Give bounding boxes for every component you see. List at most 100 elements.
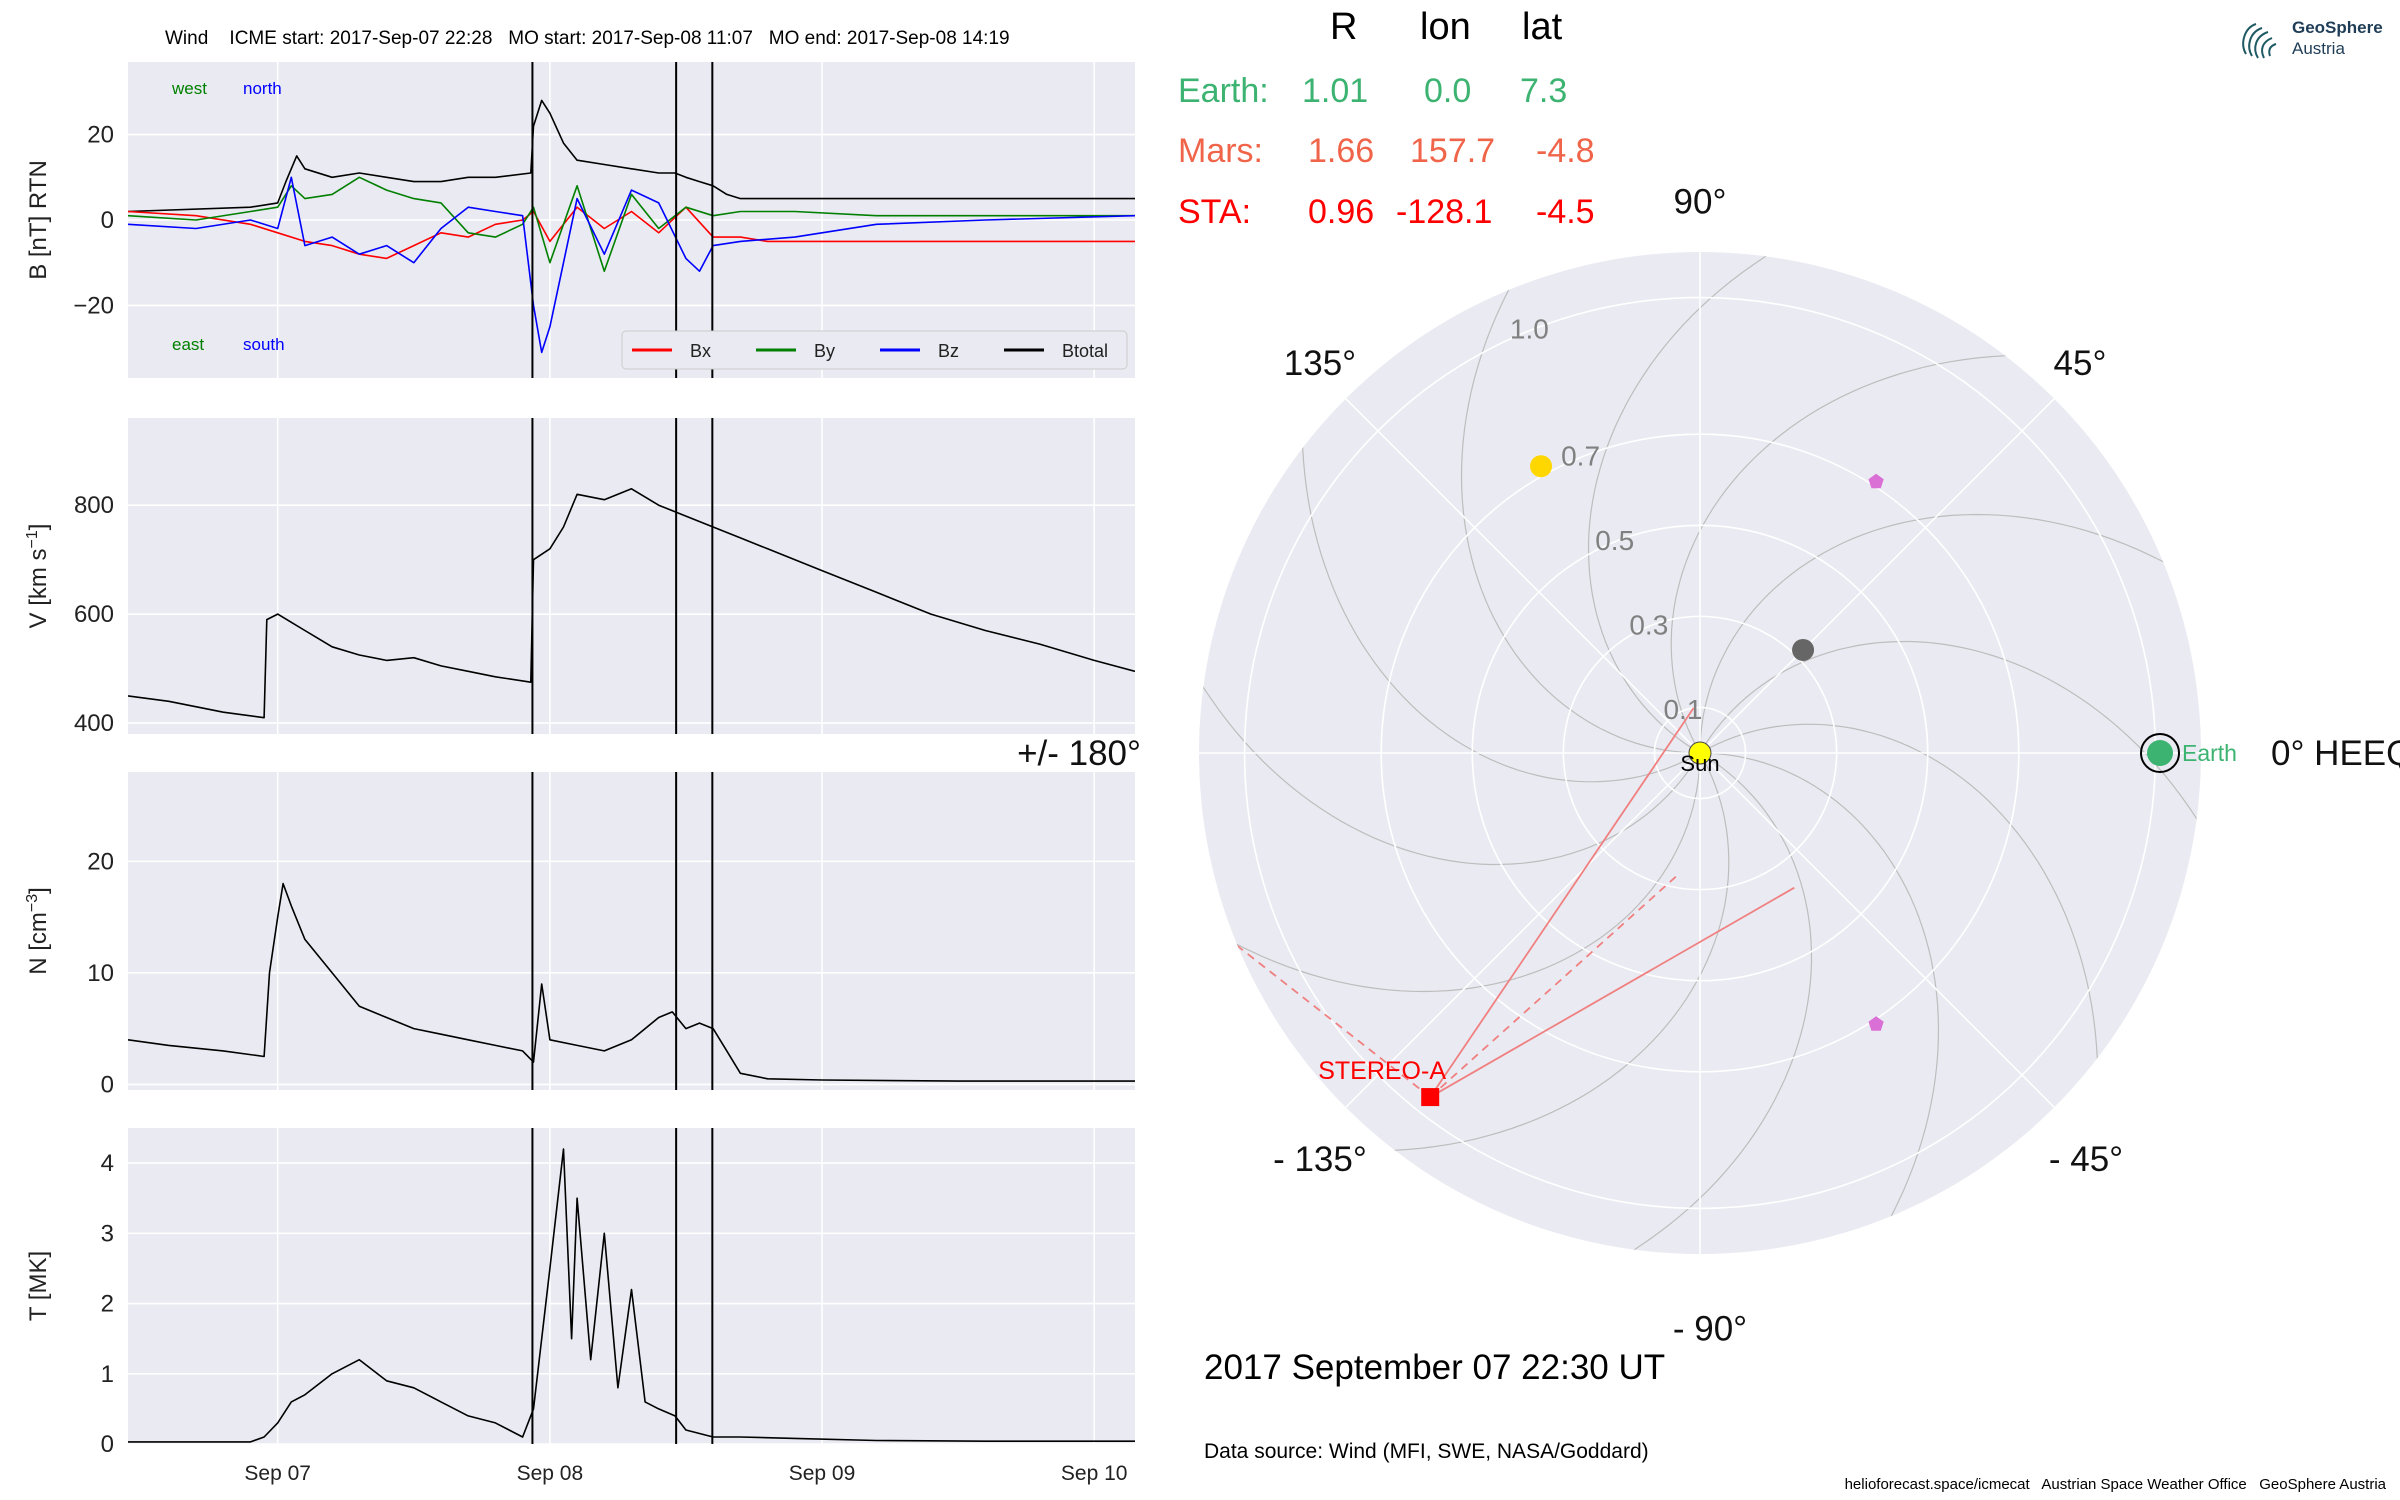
body-marker-sun xyxy=(1688,741,1712,765)
col-header-lon: lon xyxy=(1420,6,1471,48)
series-line-n xyxy=(128,882,1135,1082)
parker-spiral-line xyxy=(1699,640,2201,940)
timeseries-panel-magnetic-field: −20 0 20 B [nT] RTN west north east south Bx By Bz… xyxy=(25,62,1135,378)
series-line-by xyxy=(128,176,1135,273)
body-lon: 157.7 xyxy=(1410,132,1496,170)
series-line-bz xyxy=(128,176,1135,354)
polar-angle-label: 90° xyxy=(1674,183,1727,222)
body-name: STA: xyxy=(1178,193,1252,231)
body-name: Earth: xyxy=(1178,72,1269,110)
parker-spiral-line xyxy=(1587,252,1887,754)
legend-label-bz: Bz xyxy=(938,341,959,361)
geosphere-logo-mark xyxy=(2242,23,2277,59)
series-group xyxy=(128,1148,1135,1443)
mo-start: MO start: 2017-Sep-08 11:07 xyxy=(508,28,753,49)
polar-angle-label: - 135° xyxy=(1273,1140,1367,1179)
body-lat: -4.5 xyxy=(1536,193,1595,231)
parker-spiral-line xyxy=(1460,252,1701,754)
y-tick-label: 4 xyxy=(101,1150,114,1177)
parker-spirals xyxy=(1199,252,2201,1254)
timeseries-panel-density: 0 10 20 N [cm−3] xyxy=(24,772,1135,1098)
polar-angle-label: 0° HEEQ xyxy=(2271,734,2400,773)
spacecraft-name: Wind xyxy=(165,28,209,49)
y-tick-label: 10 xyxy=(87,960,114,987)
polar-grid-spoke xyxy=(1699,398,2055,754)
x-tick-label: Sep 10 xyxy=(1061,1462,1128,1485)
fov-line xyxy=(1429,886,1795,1098)
parker-spiral-line xyxy=(1199,752,1701,993)
series-group xyxy=(128,882,1135,1082)
mo-end: MO end: 2017-Sep-08 14:19 xyxy=(768,28,1010,49)
x-tick-label: Sep 08 xyxy=(517,1462,584,1485)
legend-label-bx: Bx xyxy=(690,341,711,361)
y-axis-label: N [cm−3] xyxy=(24,887,52,975)
body-label-earth: Earth xyxy=(2182,740,2237,766)
body-marker-mercury xyxy=(1792,638,1815,661)
insitu-header: Wind ICME start: 2017-Sep-07 22:28 MO st… xyxy=(165,28,1010,50)
y-tick-label: 0 xyxy=(101,1071,114,1098)
plot-datetime: 2017 September 07 22:30 UT xyxy=(1204,1348,1666,1387)
parker-spiral-line xyxy=(1699,513,2201,754)
panel-background xyxy=(128,418,1135,734)
parker-spiral-line xyxy=(1699,723,2099,1191)
polar-grid-spoke xyxy=(1699,752,2055,1108)
logo-text-line1: GeoSphere xyxy=(2292,18,2383,37)
parker-spiral-line xyxy=(1262,752,1730,1152)
logo-text-line2: Austria xyxy=(2292,39,2345,58)
series-line-btotal xyxy=(128,99,1135,213)
body-marker-solar-orbiter xyxy=(1868,1016,1884,1031)
body-lon: 0.0 xyxy=(1424,72,1472,110)
body-label-stereo-a: STEREO-A xyxy=(1318,1057,1446,1085)
y-axis-label: T [MK] xyxy=(25,1251,52,1321)
r-tick-label: 0.5 xyxy=(1595,525,1634,556)
annotation-west: west xyxy=(171,79,207,98)
geosphere-logo: GeoSphere Austria xyxy=(2236,14,2396,64)
parker-spiral-line xyxy=(1699,752,1940,1254)
y-tick-label: 20 xyxy=(87,122,114,149)
credits: helioforecast.space/icmecat Austrian Spa… xyxy=(1844,1476,2386,1493)
r-tick-label: 1.0 xyxy=(1510,314,1549,345)
annotation-south: south xyxy=(243,335,285,354)
body-lat: -4.8 xyxy=(1536,132,1595,170)
body-lat: 7.3 xyxy=(1520,72,1568,110)
polar-angle-label: 135° xyxy=(1284,344,1356,383)
body-r: 1.01 xyxy=(1302,72,1369,110)
polar-angle-label: +/- 180° xyxy=(1017,734,1141,773)
panel-background xyxy=(128,772,1135,1090)
y-tick-label: −20 xyxy=(73,292,114,319)
series-group xyxy=(128,487,1135,719)
col-header-r: R xyxy=(1330,6,1358,48)
body-lon: -128.1 xyxy=(1396,193,1493,231)
series-line-v xyxy=(128,487,1135,719)
polar-grid-spoke xyxy=(1345,398,1701,754)
polar-grid-spoke xyxy=(1345,752,1701,1108)
timeseries-panel-speed: 400 600 800 V [km s−1] xyxy=(24,418,1135,737)
parker-spiral-line xyxy=(1199,566,1701,866)
annotation-north: north xyxy=(243,79,282,98)
earth-ring xyxy=(2140,733,2181,773)
polar-angle-label: - 45° xyxy=(2049,1140,2123,1179)
series-line-t xyxy=(128,1148,1135,1443)
y-tick-label: 0 xyxy=(101,207,114,234)
y-axis-label: V [km s−1] xyxy=(24,524,52,629)
annotation-east: east xyxy=(172,335,204,354)
panel-background xyxy=(128,1128,1135,1444)
parker-spiral-line xyxy=(1513,752,1813,1254)
r-tick-label: 0.3 xyxy=(1629,609,1668,640)
y-tick-label: 20 xyxy=(87,848,114,875)
col-header-lat: lat xyxy=(1522,6,1563,48)
y-tick-label: 0 xyxy=(101,1431,114,1458)
r-tick-label: 0.1 xyxy=(1663,694,1702,725)
body-r: 0.96 xyxy=(1308,193,1375,231)
body-marker-venus xyxy=(1530,455,1553,478)
series-group xyxy=(128,99,1135,354)
y-tick-label: 800 xyxy=(74,492,114,519)
icme-start: ICME start: 2017-Sep-07 22:28 xyxy=(229,28,493,49)
body-marker-stereo-a xyxy=(1421,1088,1440,1107)
parker-spiral-line xyxy=(1670,354,2138,754)
legend: Bx By Bz Btotal xyxy=(621,330,1128,370)
x-tick-label: Sep 09 xyxy=(789,1462,856,1485)
y-tick-label: 2 xyxy=(101,1291,114,1318)
